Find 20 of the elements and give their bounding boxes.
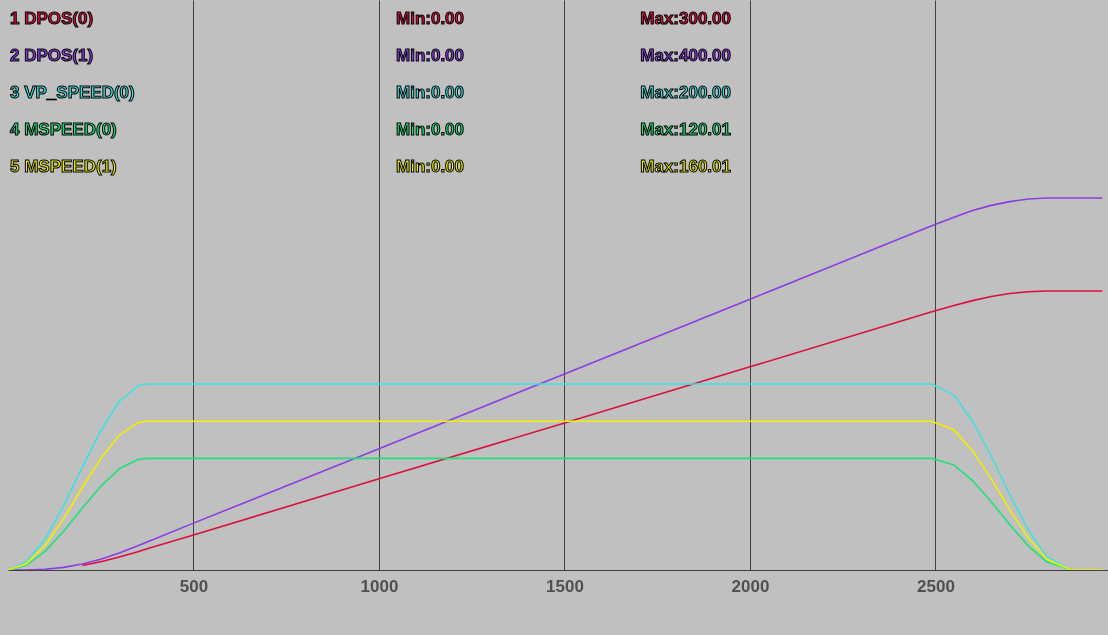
text: 1 DPOS(0) — [10, 9, 94, 28]
text: Max:400.00 — [640, 46, 731, 65]
text: 2 DPOS(1) — [10, 46, 94, 65]
text: 3 VP_SPEED(0) — [10, 83, 135, 102]
text: 4 MSPEED(0) — [10, 120, 117, 139]
x-tick-label: 1000 — [360, 576, 399, 596]
x-tick-label: 500 — [179, 576, 209, 596]
text: Min:0.00 — [396, 46, 465, 65]
text: Min:0.00 — [396, 157, 465, 176]
text: Max:200.00 — [640, 83, 731, 102]
x-tick-label: 2500 — [917, 576, 955, 596]
text: Min:0.00 — [396, 83, 465, 102]
text: Min:0.00 — [396, 120, 465, 139]
text: Max:120.01 — [640, 120, 731, 139]
text: Min:0.00 — [396, 9, 465, 28]
x-tick-label: 1500 — [546, 576, 584, 596]
text: Max:300.00 — [640, 9, 731, 28]
text: Max:160.01 — [640, 157, 731, 176]
text: 5 MSPEED(1) — [10, 157, 117, 176]
x-tick-label: 2000 — [731, 576, 770, 596]
